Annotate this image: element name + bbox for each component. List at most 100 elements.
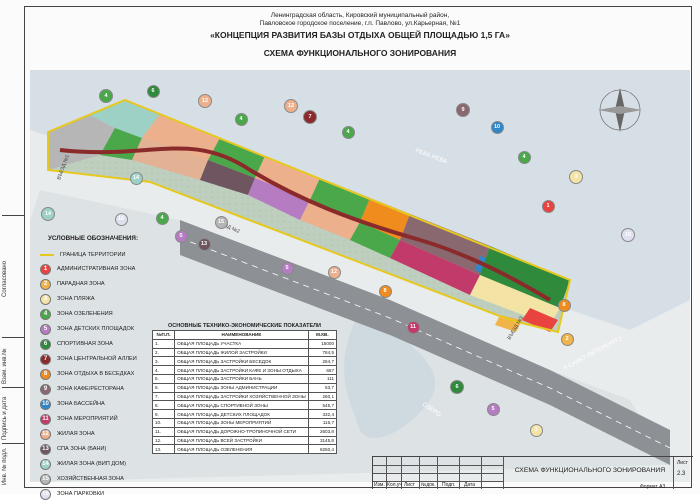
legend-item-label: ЗОНА ОЗЕЛЕНЕНИЯ: [57, 311, 113, 317]
tep-cell-n: 6.: [151, 382, 176, 393]
zone-marker: 13: [197, 237, 211, 251]
stamp-kol: Кол.уч: [387, 482, 402, 488]
north-arrow: [598, 88, 642, 132]
tep-row: 7. ОБЩАЯ ПЛОЩАДЬ ЗАСТРОЙКИ ХОЗЯЙСТВЕННОЙ …: [151, 391, 338, 402]
tep-cell-v: 784,5: [307, 347, 338, 358]
tep-cell-v: 8250,4: [307, 444, 338, 455]
zone-green-3: [310, 178, 370, 222]
tep-cell-name: ОБЩАЯ ПЛОЩАДЬ ЖИЛОЙ ЗАСТРОЙКИ: [174, 347, 309, 358]
stamp-podp: Подп.: [442, 482, 456, 488]
address-line-2: Павловское городское поселение, г.п. Пав…: [259, 20, 461, 27]
zone-housing-3: [300, 200, 360, 240]
zone-marker: 2: [560, 332, 574, 346]
legend-item-label: ЗОНА ПАРКОВКИ: [57, 491, 105, 497]
inv-zam-label: Взам. инв.№: [2, 348, 8, 384]
legend-item: 9 ЗОНА КАФЕ/РЕСТОРАНА: [40, 382, 124, 396]
stamp-vline-5: [459, 457, 460, 489]
legend-item: 16 ЗОНА ПАРКОВКИ: [40, 487, 104, 501]
stamp-sheet-number: 2.3: [677, 471, 686, 477]
agreed-label: Согласовано: [2, 260, 8, 297]
stamp-vline-1: [386, 457, 387, 489]
legend-item-label: ЗОНА ОТДЫХА В БЕСЕДКАХ: [57, 371, 135, 377]
tep-row: 2. ОБЩАЯ ПЛОЩАДЬ ЖИЛОЙ ЗАСТРОЙКИ 784,5: [151, 347, 338, 358]
stamp-vline-4: [437, 457, 438, 489]
legend-item: 13 СПА ЗОНА (БАНИ): [40, 442, 106, 456]
stamp-title: СХЕМА ФУНКЦИОНАЛЬНОГО ЗОНИРОВАНИЯ: [514, 467, 666, 474]
zone-housing-2: [255, 156, 320, 200]
scheme-title: СХЕМА ФУНКЦИОНАЛЬНОГО ЗОНИРОВАНИЯ: [263, 48, 457, 58]
tep-cell-name: ОБЩАЯ ПЛОЩАДЬ СПОРТИВНОЙ ЗОНЫ: [174, 400, 309, 411]
legend-item-label: ЗОНА МЕРОПРИЯТИЙ: [57, 416, 118, 422]
tep-table: №П.П. НАИМЕНОВАНИЕ М.КВ. 1. ОБЩАЯ ПЛОЩАДЬ…: [151, 330, 338, 455]
zone-marker: 4: [155, 211, 169, 225]
tep-cell-n: 1.: [151, 338, 176, 349]
tep-row: 5. ОБЩАЯ ПЛОЩАДЬ ЗАСТРОЙКИ БАНЬ 111: [151, 373, 338, 384]
tep-row: 9. ОБЩАЯ ПЛОЩАДЬ ДЕТСКИХ ПЛОЩАДОК 332,4: [151, 409, 338, 419]
stamp-hline-2: [373, 473, 503, 474]
tep-cell-n: 13.: [151, 444, 176, 455]
tep-cell-n: 11.: [151, 426, 176, 437]
inv-podl-cell: Инв. № подл.: [2, 443, 24, 489]
tep-cell-v: 667: [307, 365, 338, 375]
stamp-vline-3: [419, 457, 420, 489]
zone-green-2: [208, 138, 265, 178]
tep-cell-v: 260,1: [307, 391, 338, 402]
zone-badge-icon: 2: [40, 278, 51, 290]
legend-item-label: ЗОНА ЦЕНТРАЛЬНОЙ АЛЛЕИ: [57, 356, 137, 362]
tep-cell-n: 2.: [151, 347, 176, 358]
zone-marker: 15: [214, 215, 228, 229]
tep-row: 1. ОБЩАЯ ПЛОЩАДЬ УЧАСТКА 15000: [151, 338, 338, 349]
zone-marker: 10: [490, 120, 504, 134]
legend-item-label: СПОРТИВНАЯ ЗОНА: [57, 341, 113, 347]
tep-cell-name: ОБЩАЯ ПЛОЩАДЬ ОЗЕЛЕНЕНИЯ: [174, 444, 309, 455]
zone-marker: 4: [234, 112, 248, 126]
tep-cell-name: ОБЩАЯ ПЛОЩАДЬ ЗОНЫ МЕРОПРИЯТИЙ: [174, 417, 309, 428]
zone-green-4: [350, 222, 400, 258]
stamp-sheet-label: Лист: [677, 460, 688, 466]
header-address: Ленинградская область, Кировский муницип…: [150, 12, 570, 28]
zone-front: [495, 315, 522, 332]
inv-zam-cell: Взам. инв.№: [2, 337, 24, 388]
tep-row: 11. ОБЩАЯ ПЛОЩАДЬ ДОРОЖНО-ТРОПИНОЧНОЙ СЕТ…: [151, 426, 338, 437]
legend-item-label: ЗОНА БАССЕЙНА: [57, 401, 105, 407]
zone-cafe: [400, 214, 490, 275]
lake: [344, 310, 436, 439]
tep-row: 3. ОБЩАЯ ПЛОЩАДЬ ЗАСТРОЙКИ БЕСЕДОК 264,7: [151, 356, 338, 367]
tep-title: ОСНОВНЫЕ ТЕХНИКО-ЭКОНОМИЧЕСКИЕ ПОКАЗАТЕЛ…: [167, 323, 321, 329]
legend-item: 11 ЗОНА МЕРОПРИЯТИЙ: [40, 412, 118, 426]
legend-item: 8 ЗОНА ОТДЫХА В БЕСЕДКАХ: [40, 367, 134, 381]
legend-item: 15 ХОЗЯЙСТВЕННАЯ ЗОНА: [40, 472, 124, 486]
zone-marker: 6: [450, 380, 464, 394]
tep-cell-v: 111: [307, 373, 338, 384]
site-boundary: [47, 98, 572, 334]
tep-cell-v: 63,7: [307, 382, 338, 393]
tep-row: 12. ОБЩАЯ ПЛОЩАДЬ ВСЕЙ ЗАСТРОЙКИ 3145,8: [151, 435, 338, 446]
legend-item: 3 ЗОНА ПЛЯЖА: [40, 292, 95, 306]
zone-marker: 6: [146, 84, 160, 98]
legend-item-label: ЗОНА ДЕТСКИХ ПЛОЩАДОК: [57, 326, 135, 332]
stamp-list: Лист: [404, 482, 415, 488]
zone-marker: 7: [303, 110, 317, 124]
left-stamp-strip: Согласовано Взам. инв.№ Подпись и дата И…: [2, 215, 25, 488]
stamp-hline-1: [373, 465, 503, 466]
zone-marker: 4: [341, 125, 355, 139]
tep-cell-name: ОБЩАЯ ПЛОЩАДЬ ЗАСТРОЙКИ ХОЗЯЙСТВЕННОЙ ЗО…: [174, 391, 309, 402]
zone-badge-icon: 9: [40, 383, 51, 395]
zone-badge-icon: 14: [40, 458, 51, 470]
legend-item-label: ЗОНА КАФЕ/РЕСТОРАНА: [57, 386, 125, 392]
zone-marker: 12: [284, 99, 298, 113]
tep-cell-n: 4.: [151, 365, 176, 375]
title-block: Изм. Кол.уч Лист №док. Подп. Дата СХЕМА …: [372, 456, 693, 489]
sign-date-label: Подпись и дата: [2, 396, 8, 440]
zone-badge-icon: 13: [40, 443, 51, 455]
tep-row: 10. ОБЩАЯ ПЛОЩАДЬ ЗОНЫ МЕРОПРИЯТИЙ 116,7: [151, 417, 338, 428]
tep-cell-v: 332,4: [307, 409, 338, 419]
legend-item-label: ЖИЛАЯ ЗОНА: [57, 431, 95, 437]
tep-row: 8. ОБЩАЯ ПЛОЩАДЬ СПОРТИВНОЙ ЗОНЫ 545,7: [151, 400, 338, 411]
zone-badge-icon: 4: [40, 308, 51, 320]
zone-marker: 4: [99, 89, 113, 103]
zone-marker: 14: [129, 171, 143, 185]
inv-podl-label: Инв. № подл.: [2, 447, 8, 485]
zone-marker: 5: [174, 229, 188, 243]
